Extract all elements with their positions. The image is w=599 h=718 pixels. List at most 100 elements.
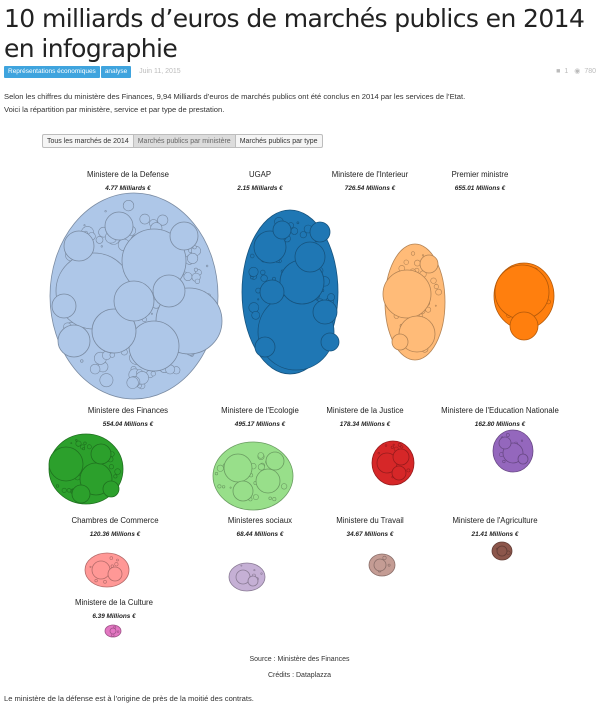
- bubble: [91, 308, 137, 354]
- bubble: [57, 324, 91, 358]
- bubble: [102, 480, 120, 498]
- bubble: [382, 555, 387, 560]
- article-title: 10 milliards d’euros de marchés publics …: [4, 4, 585, 63]
- bubble: [517, 453, 529, 465]
- tab-by-type[interactable]: Marchés publics par type: [234, 134, 323, 148]
- bubble: [248, 266, 259, 277]
- bubble: [502, 459, 506, 464]
- bubble: [66, 488, 72, 493]
- comment-count[interactable]: 1: [564, 68, 569, 75]
- bubble-cluster-outline: [212, 441, 294, 511]
- bubble: [494, 264, 550, 320]
- cluster-value: 21.41 Millions €: [471, 531, 519, 538]
- bubble: [83, 224, 86, 227]
- bubble: [109, 556, 114, 560]
- bubble-cluster[interactable]: [492, 429, 534, 473]
- bubble: [75, 439, 78, 442]
- bubble: [391, 333, 409, 351]
- bubble-cluster[interactable]: [382, 243, 446, 361]
- bubble: [126, 376, 139, 389]
- bubble: [257, 452, 264, 459]
- article-closing: Le ministère de la défense est à l’origi…: [4, 694, 254, 703]
- cluster-name: Ministere de l'Interieur: [331, 170, 409, 179]
- bubble: [406, 468, 411, 473]
- bubble: [240, 564, 243, 567]
- bubble-cluster[interactable]: [371, 440, 415, 486]
- bubble-cluster[interactable]: [48, 433, 124, 505]
- bubble: [152, 274, 186, 308]
- bubble: [382, 269, 432, 319]
- bubble: [253, 230, 287, 264]
- bubble-cluster[interactable]: [493, 262, 555, 341]
- bubble: [75, 440, 82, 447]
- bubble-cluster[interactable]: [241, 209, 340, 375]
- comment-icon[interactable]: ■: [556, 68, 561, 75]
- bubble: [259, 279, 285, 305]
- bubble-cluster[interactable]: [49, 192, 223, 400]
- bubble: [414, 259, 421, 267]
- bubble: [272, 497, 277, 502]
- bubble: [89, 363, 101, 375]
- bubble: [222, 485, 226, 489]
- cluster-value: 120.36 Millions €: [89, 531, 141, 538]
- bubble: [61, 487, 67, 493]
- bubble-cluster[interactable]: [368, 553, 396, 577]
- cluster-value: 178.34 Millions €: [339, 421, 391, 428]
- bubble: [157, 214, 169, 226]
- bubble-cluster[interactable]: [228, 562, 266, 592]
- bubble-cluster[interactable]: [104, 624, 122, 638]
- bubble: [391, 465, 407, 481]
- bubble: [410, 251, 416, 256]
- bubble: [312, 299, 338, 325]
- bubble: [48, 446, 84, 482]
- bubble: [327, 293, 335, 302]
- bubble: [435, 288, 442, 296]
- bubble: [247, 575, 259, 587]
- cluster-value: 162.80 Millions €: [474, 421, 526, 428]
- bubble: [294, 241, 326, 273]
- cluster-label-commerce: Chambres de Commerce 120.36 Millions €: [40, 516, 190, 538]
- bubble: [51, 293, 77, 319]
- bubble: [113, 474, 118, 479]
- bubble: [430, 277, 437, 284]
- bubble: [509, 311, 539, 341]
- bubble: [216, 464, 224, 472]
- bubble: [392, 443, 395, 446]
- bubble: [254, 336, 276, 358]
- bubble: [373, 558, 387, 572]
- cluster-label-defense: Ministere de la Defense 4.77 Milliards €: [53, 170, 203, 192]
- bubble: [100, 245, 103, 248]
- bubble: [108, 464, 114, 470]
- cluster-value: 2.15 Milliards €: [237, 185, 283, 192]
- bubble-cluster[interactable]: [491, 541, 513, 561]
- bubble: [95, 236, 104, 244]
- intro-line-2: Voici la répartition par ministère, serv…: [4, 105, 225, 114]
- bubble: [296, 221, 300, 225]
- bubble: [290, 227, 299, 235]
- bubble: [194, 278, 200, 284]
- cluster-name: Premier ministre: [451, 170, 509, 179]
- bubble: [183, 272, 193, 281]
- bubble: [434, 304, 437, 307]
- bubble: [392, 448, 410, 466]
- bubble: [257, 463, 265, 471]
- bubble: [86, 444, 92, 450]
- cluster-label-justice: Ministere de la Justice 178.34 Millions …: [290, 406, 440, 428]
- cluster-value: 726.54 Millions €: [344, 185, 396, 192]
- eye-icon: ◉: [574, 68, 581, 75]
- tag-analyse[interactable]: analyse: [100, 66, 132, 78]
- tag-representations[interactable]: Représentations économiques: [4, 66, 100, 78]
- bubble: [205, 264, 209, 268]
- bubble: [387, 563, 391, 567]
- bubble: [520, 439, 524, 442]
- cluster-label-ugap: UGAP 2.15 Milliards €: [185, 170, 335, 192]
- bubble: [505, 433, 510, 437]
- cluster-label-interieur: Ministere de l'Interieur 726.54 Millions…: [295, 170, 445, 192]
- bubble: [116, 630, 120, 633]
- cluster-name: Chambres de Commerce: [71, 516, 159, 525]
- cluster-label-agriculture: Ministere de l'Agriculture 21.41 Million…: [420, 516, 570, 538]
- bubble-cluster[interactable]: [84, 552, 130, 588]
- bubble-cluster[interactable]: [212, 441, 294, 511]
- bubble: [71, 484, 91, 504]
- bubble: [496, 545, 508, 557]
